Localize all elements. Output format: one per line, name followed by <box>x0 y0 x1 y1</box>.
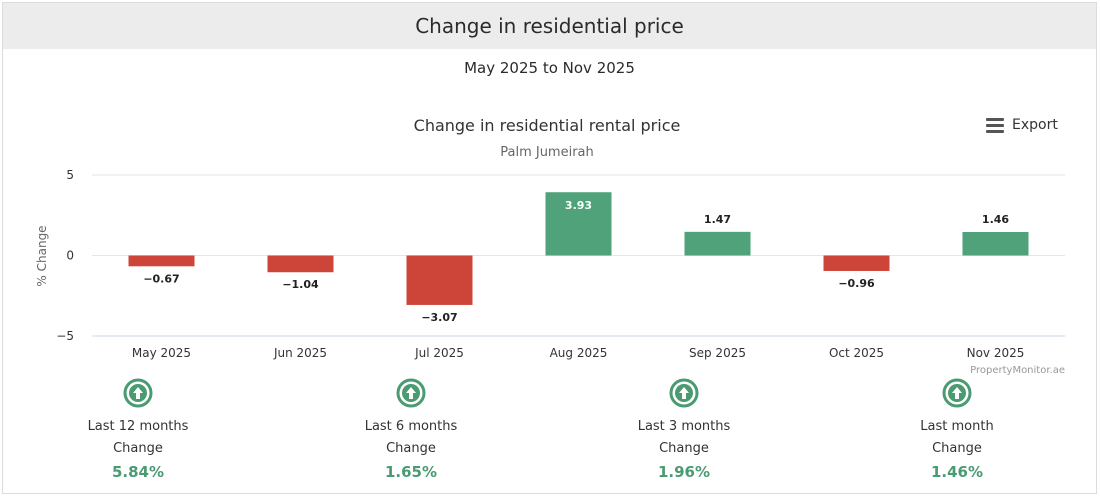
chart-title: Change in residential rental price <box>414 116 681 135</box>
stat-value: 1.46% <box>930 463 984 481</box>
arrow-up-circle-icon <box>669 378 699 408</box>
x-tick-label: Oct 2025 <box>829 346 884 360</box>
stat-label: Change <box>386 441 436 456</box>
y-tick-label: −5 <box>56 329 74 343</box>
x-tick-label: May 2025 <box>132 346 191 360</box>
panel-header: Change in residential price <box>3 3 1096 49</box>
y-axis-title: % Change <box>35 225 49 286</box>
data-label: 3.93 <box>565 199 592 212</box>
data-label: 1.46 <box>982 213 1009 226</box>
y-tick-label: 0 <box>66 249 74 263</box>
stat-period: Last 12 months <box>87 419 189 434</box>
stat-period: Last month <box>920 419 994 434</box>
arrow-up-circle-icon <box>942 378 972 408</box>
data-label: 1.47 <box>704 213 731 226</box>
bar <box>684 231 751 256</box>
x-tick-label: Aug 2025 <box>550 346 608 360</box>
stat-card: Last 3 months Change 1.96% <box>604 378 764 484</box>
x-tick-label: Sep 2025 <box>689 346 746 360</box>
bar <box>406 255 473 305</box>
period-label: May 2025 to Nov 2025 <box>464 59 635 77</box>
stat-label: Change <box>932 441 982 456</box>
stat-card: Last 6 months Change 1.65% <box>331 378 491 484</box>
stat-value: 1.96% <box>657 463 711 481</box>
export-label: Export <box>1012 117 1058 133</box>
bar <box>545 192 612 256</box>
bar <box>823 255 890 271</box>
stat-card: Last 12 months Change 5.84% <box>58 378 218 484</box>
arrow-up-circle-icon <box>123 378 153 408</box>
stat-label: Change <box>659 441 709 456</box>
panel-title: Change in residential price <box>415 14 684 38</box>
bar <box>128 255 195 267</box>
chart-subtitle: Palm Jumeirah <box>500 145 594 160</box>
price-change-panel: Change in residential price May 2025 to … <box>2 2 1097 494</box>
bar <box>267 255 334 273</box>
arrow-up-circle-icon <box>396 378 426 408</box>
data-label: −0.67 <box>143 272 179 285</box>
x-tick-label: Nov 2025 <box>967 346 1025 360</box>
bar <box>962 231 1029 256</box>
menu-icon <box>986 117 1004 133</box>
data-label: −1.04 <box>282 278 319 291</box>
stat-label: Change <box>113 441 163 456</box>
chart-credit: PropertyMonitor.ae <box>970 365 1065 376</box>
data-label: −3.07 <box>421 311 457 324</box>
x-tick-label: Jul 2025 <box>414 346 464 360</box>
stat-period: Last 3 months <box>637 419 731 434</box>
y-tick-label: 5 <box>66 168 74 182</box>
export-button[interactable]: Export <box>986 117 1058 133</box>
data-label: −0.96 <box>838 277 875 290</box>
stat-card: Last month Change 1.46% <box>877 378 1037 484</box>
x-tick-label: Jun 2025 <box>273 346 327 360</box>
stat-period: Last 6 months <box>364 419 458 434</box>
stat-value: 1.65% <box>384 463 438 481</box>
stat-value: 5.84% <box>111 463 165 481</box>
